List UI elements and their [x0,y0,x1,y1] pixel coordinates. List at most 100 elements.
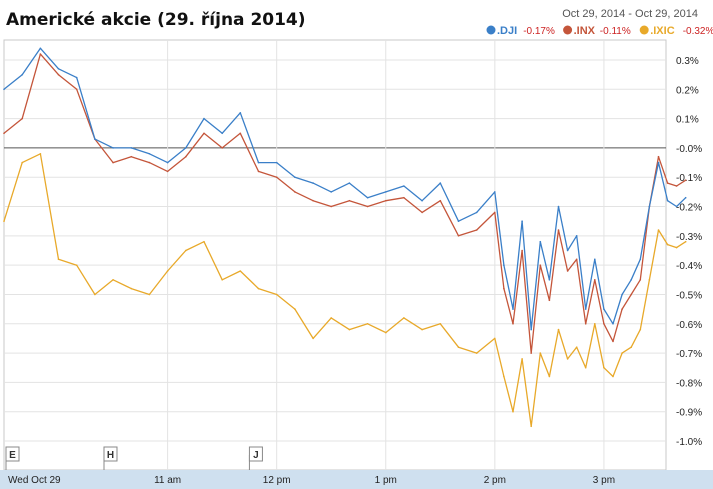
data-point [575,346,578,349]
data-point [630,346,632,349]
data-point [385,331,387,334]
data-point [594,323,596,325]
data-point [639,279,642,281]
data-point [130,147,133,149]
data-point [521,220,523,222]
data-point [684,179,687,181]
data-point [257,170,260,173]
data-point [366,196,369,199]
series-line [3,47,687,331]
data-point [221,147,223,149]
data-point [512,410,514,413]
data-point [39,53,42,55]
data-point [584,366,587,369]
data-point [603,308,605,310]
y-tick-label: -0.0% [676,144,702,155]
data-point [675,205,678,208]
data-point [512,308,514,310]
x-tick-label: Wed Oct 29 [8,475,61,486]
data-point [594,279,596,281]
legend-series-name: .INX [574,25,596,37]
data-point [112,161,114,164]
event-marker-h[interactable]: H [103,446,118,470]
y-tick-label: -0.2% [676,203,702,214]
data-point [530,352,532,354]
data-point [239,270,242,272]
data-point [57,73,60,76]
x-axis-ticks: Wed Oct 29 11 am 12 pm 1 pm 2 pm 3 pm [8,475,615,486]
data-point [603,323,605,325]
event-marker-label: E [9,450,16,461]
data-point [3,220,5,222]
data-point [366,205,369,208]
legend-series-change: -0.32% [683,26,713,37]
data-point [675,185,678,187]
date-range[interactable]: Oct 29, 2014 - Oct 29, 2014 [562,8,698,20]
data-point [621,293,623,296]
data-point [566,249,569,252]
data-point [539,264,542,267]
data-point [575,258,578,261]
data-point [421,211,423,214]
y-tick-label: -0.1% [676,173,702,184]
data-point [275,293,278,296]
data-point [294,191,296,193]
y-tick-label: 0.2% [676,85,699,96]
data-point [94,293,96,296]
data-point [239,132,242,135]
data-point [294,176,296,178]
data-point [648,205,651,208]
y-tick-label: -1.0% [676,437,702,448]
data-point [557,229,560,231]
data-point [684,196,687,199]
data-point [657,161,660,164]
data-point [512,323,514,325]
data-point [75,76,78,79]
series-dji [3,47,687,331]
data-point [94,138,96,140]
data-point [548,299,551,302]
data-point [403,185,405,187]
event-marker-e[interactable]: E [5,446,20,470]
event-marker-label: H [107,450,114,461]
plot-frame [3,39,667,471]
data-point [312,199,314,202]
data-point [548,375,551,378]
data-point [166,170,169,173]
data-point [666,243,669,246]
data-point [3,132,5,135]
y-tick-label: 0.3% [676,56,699,67]
data-point [39,153,42,155]
data-point [385,191,387,193]
data-point [312,182,314,184]
legend-series-change: -0.17% [523,26,555,37]
data-point [130,287,133,290]
event-marker-box [5,446,20,462]
y-tick-label: 0.1% [676,115,699,126]
data-point [257,287,260,290]
data-point [612,340,614,343]
data-point [612,375,614,378]
data-point [666,199,669,202]
x-tick-label: 11 am [154,475,181,486]
event-marker-j[interactable]: J [248,446,263,470]
data-point [330,317,333,319]
data-point [239,112,242,114]
data-point [275,176,278,178]
data-point [666,182,669,184]
data-point [203,132,205,135]
data-point [330,191,333,193]
data-point [657,155,660,158]
data-point [530,328,532,331]
data-point [330,205,333,208]
data-point [521,249,523,252]
legend-dot [563,25,573,35]
data-point [503,375,505,378]
data-point [475,229,478,231]
data-point [457,220,460,222]
data-point [348,328,351,331]
data-point [39,47,42,50]
event-marker-box [248,446,263,462]
data-point [294,308,296,310]
data-point [57,258,60,261]
